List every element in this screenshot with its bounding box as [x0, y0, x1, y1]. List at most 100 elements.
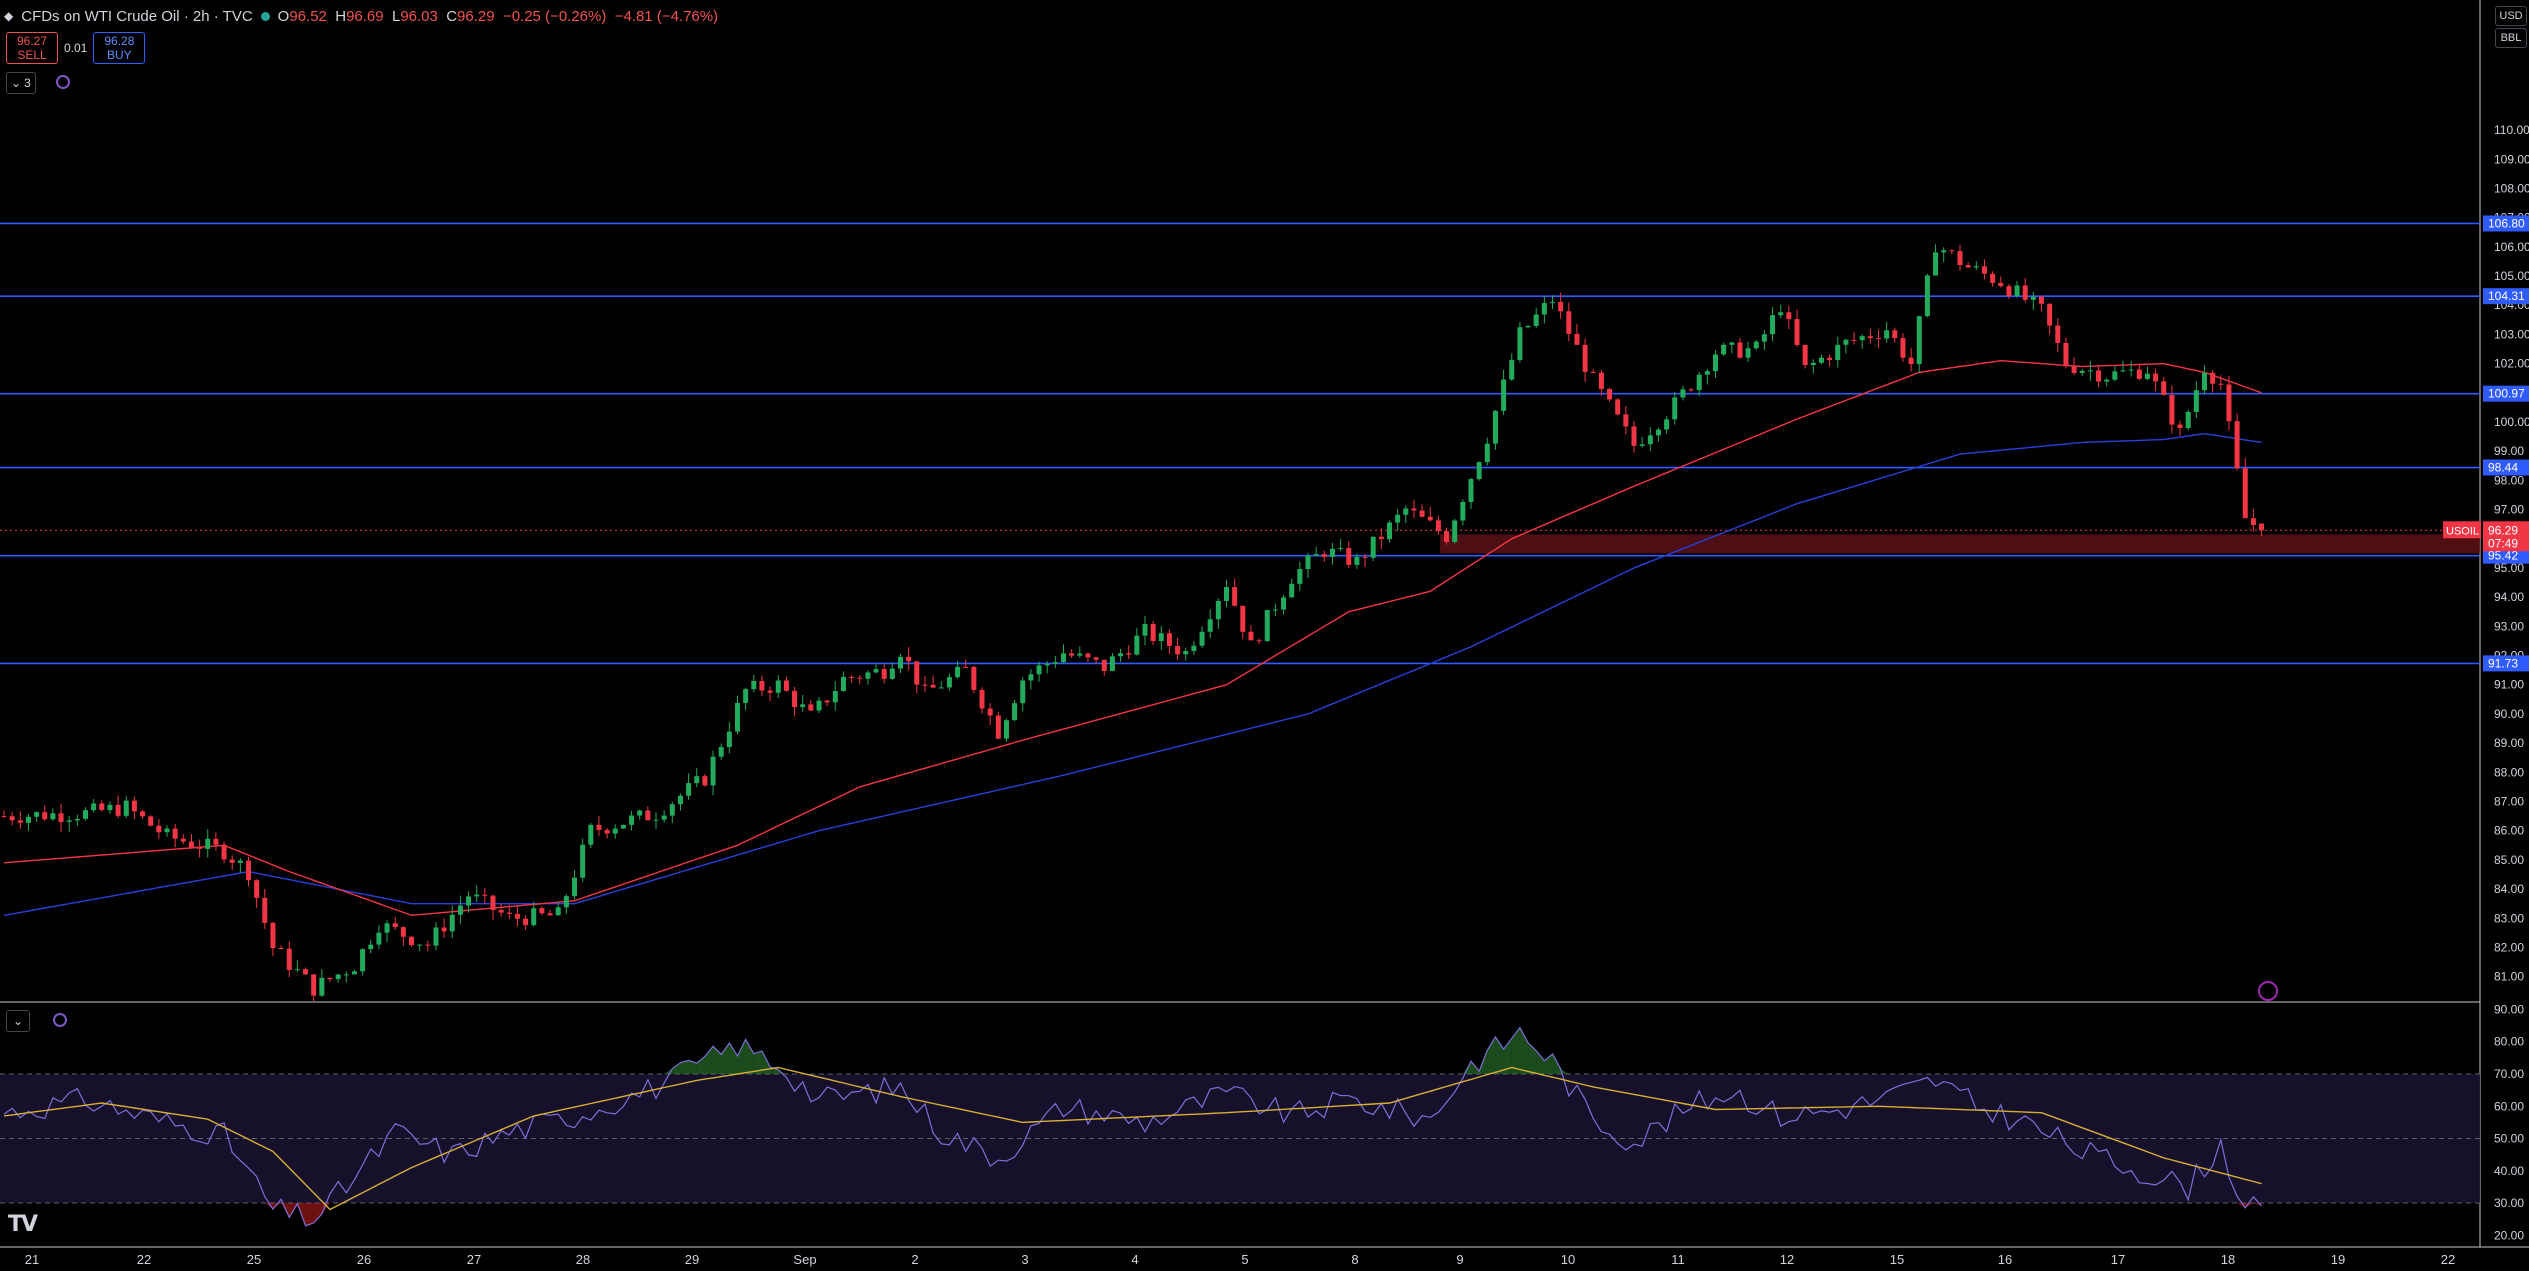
time-tick-label: 22	[137, 1252, 151, 1267]
candle-body	[9, 816, 15, 821]
rsi-overbought-fill	[729, 1043, 738, 1074]
price-tick-label: 103.00	[2494, 327, 2529, 341]
candle-body	[221, 844, 227, 860]
indicators-toggle-button[interactable]: ⌄ 3	[6, 72, 36, 94]
candle-body	[669, 804, 675, 816]
price-tick-label: 89.00	[2494, 736, 2524, 750]
currency-select[interactable]: USD	[2495, 6, 2527, 26]
change-value-2: −4.81 (−4.76%)	[614, 7, 719, 25]
candle-body	[971, 666, 977, 690]
data-sync-icon[interactable]	[56, 75, 70, 89]
candle-body	[1264, 610, 1270, 642]
candle-body	[2185, 412, 2191, 428]
candle-body	[1077, 653, 1083, 656]
candle-body	[1851, 339, 1857, 341]
price-tick-label: 100.00	[2494, 415, 2529, 429]
candle-body	[792, 690, 798, 708]
candle-body	[1908, 357, 1914, 365]
sell-button[interactable]: 96.27 SELL	[6, 32, 58, 64]
candle-body	[849, 676, 855, 678]
candle-body	[637, 810, 643, 816]
candle-body	[1876, 338, 1881, 340]
candle-body	[1941, 250, 1947, 253]
candle-body	[400, 927, 406, 937]
candle-body	[34, 812, 40, 817]
sell-price: 96.27	[16, 34, 48, 48]
candle-body	[1778, 312, 1784, 316]
candle-body	[1550, 301, 1555, 304]
candle-body	[1052, 662, 1058, 664]
rsi-settings-icon[interactable]	[53, 1013, 67, 1027]
candle-body	[1444, 531, 1450, 542]
rsi-oversold-fill	[272, 1203, 282, 1210]
candle-body	[629, 815, 635, 825]
time-tick-label: 3	[1021, 1252, 1028, 1267]
candle-body	[1794, 319, 1800, 345]
candle-body	[1933, 252, 1939, 276]
candle-body	[392, 923, 398, 928]
candle-body	[539, 908, 545, 914]
rsi-line	[3, 1026, 2263, 1227]
candle-body	[180, 838, 186, 842]
lightning-alert-icon[interactable]	[2258, 981, 2278, 1001]
candle-body	[1028, 674, 1034, 681]
candle-body	[580, 844, 586, 878]
candle-body	[1061, 653, 1066, 663]
price-tick-label: 105.00	[2494, 269, 2529, 283]
level-price-tag	[2483, 385, 2529, 402]
candle-body	[881, 669, 887, 679]
candle-body	[2226, 384, 2232, 422]
candle-body	[2096, 370, 2102, 382]
candle-body	[906, 656, 912, 662]
candle-body	[1452, 520, 1458, 542]
time-tick-label: 21	[25, 1252, 39, 1267]
rsi-overbought-fill	[761, 1051, 771, 1074]
rsi-oversold-fill	[321, 1203, 330, 1214]
ema-slow-line	[3, 432, 2262, 916]
candle-body	[1713, 354, 1718, 372]
candle-body	[205, 838, 211, 849]
tradingview-logo[interactable]: TV	[8, 1212, 38, 1237]
rsi-oversold-fill	[281, 1203, 290, 1218]
candle-body	[1248, 631, 1254, 641]
candle-body	[588, 824, 594, 845]
candle-body	[1631, 426, 1637, 446]
candle-body	[1590, 371, 1596, 373]
rsi-tick-label: 60.00	[2494, 1099, 2524, 1113]
candle-body	[1468, 479, 1474, 502]
time-tick-label: 18	[2221, 1252, 2235, 1267]
price-tick-label: 82.00	[2494, 940, 2524, 954]
candle-body	[1647, 435, 1653, 445]
time-tick-label: 28	[576, 1252, 590, 1267]
candle-body	[1183, 651, 1189, 655]
candle-body	[498, 909, 504, 913]
unit-select[interactable]: BBL	[2495, 28, 2527, 48]
pane-collapse-button[interactable]: ⌄	[6, 1010, 30, 1032]
candle-body	[873, 669, 879, 673]
candle-body	[1492, 410, 1498, 444]
symbol-title[interactable]: CFDs on WTI Crude Oil · 2h · TVC	[21, 7, 253, 25]
candle-body	[922, 684, 928, 686]
candle-body	[490, 895, 496, 910]
symbol-tag	[2443, 521, 2481, 539]
time-tick-label: 5	[1241, 1252, 1248, 1267]
candle-body	[596, 824, 602, 830]
candle-body	[2079, 370, 2085, 373]
price-tick-label: 95.00	[2494, 561, 2524, 575]
candle-body	[425, 944, 431, 946]
candle-body	[1680, 389, 1686, 398]
candle-body	[555, 907, 561, 916]
rsi-overbought-fill	[688, 1060, 697, 1074]
candle-body	[1435, 520, 1441, 532]
buy-button[interactable]: 96.28 BUY	[93, 32, 146, 64]
market-status-icon	[260, 11, 270, 21]
candle-body	[1696, 374, 1702, 391]
time-tick-label: 12	[1780, 1252, 1794, 1267]
candle-body	[1541, 303, 1547, 315]
candle-body	[808, 704, 814, 711]
candle-body	[1574, 333, 1580, 345]
candle-body	[1240, 605, 1246, 632]
candle-body	[1191, 645, 1197, 652]
candle-body	[1729, 342, 1735, 345]
